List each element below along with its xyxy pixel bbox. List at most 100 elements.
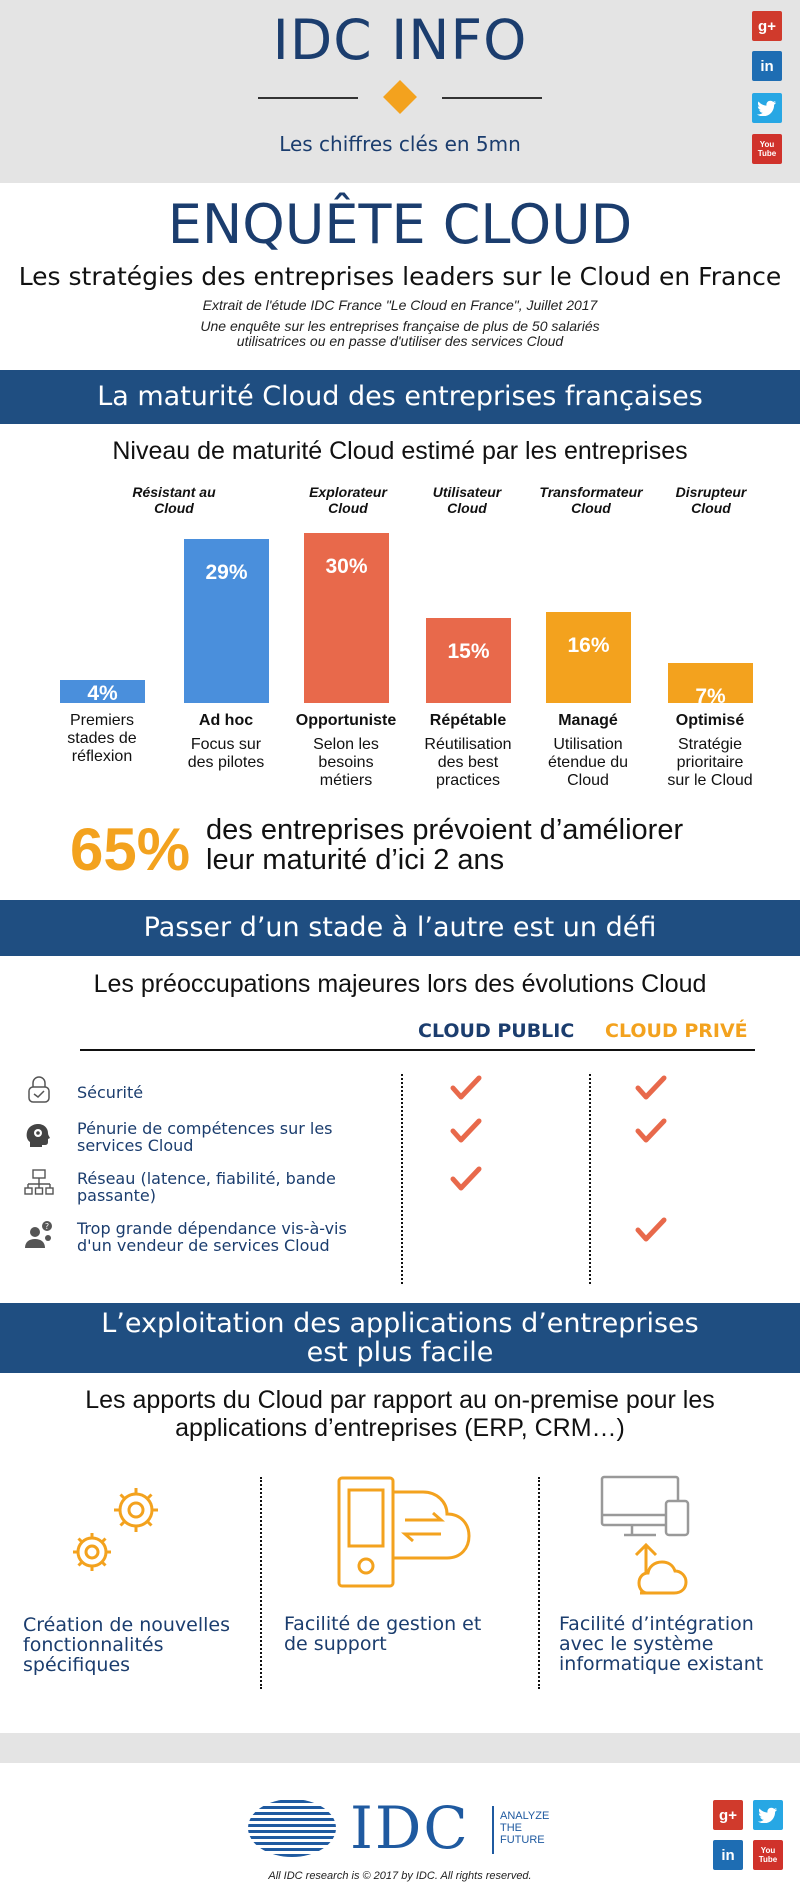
bar-value-label: 4% [87,682,118,705]
page-subtitle: Les stratégies des entreprises leaders s… [18,262,782,291]
desc-line-2: utilisatrices ou en passe d'utiliser des… [236,333,564,349]
bar-stage-desc-line: practices [435,772,501,789]
highlight-pct: 65% [70,816,191,883]
network-icon [24,1169,54,1195]
bar-value-label: 30% [325,555,368,578]
bar-stage-desc-line: Utilisation [553,736,623,753]
bar-stage-desc-line: sur le Cloud [667,772,753,789]
desc-line-1: Une enquête sur les entreprises français… [200,318,600,334]
col-header-prive: CLOUD PRIVÉ [605,1020,748,1042]
maturity-group-label-line1: Disrupteur [675,484,747,500]
bar-stage-desc-line: des pilotes [187,754,265,771]
head-gear-icon [26,1124,50,1147]
bar-stage-desc: Focus sur des pilotes [166,736,286,772]
bar-stage-desc-line: Stratégie [677,736,743,753]
maturity-group-label: Transformateur Cloud [536,484,646,516]
highlight-line-1: des entreprises prévoient d’améliorer [206,814,684,846]
bar-stage-desc: Premiers stades de réflexion [42,712,162,766]
maturity-group-label: Utilisateur Cloud [412,484,522,516]
bar-stage-name: Opportuniste [295,712,397,729]
divider-left [258,97,358,99]
bar-stage-name: Optimisé [675,712,745,729]
footer-twitter-icon[interactable] [753,1800,783,1830]
bar-1: 29% [184,539,269,703]
diamond-icon [383,80,417,114]
bar-stage-desc-line: Cloud [567,772,609,789]
benefit-2-line1: Facilité de gestion et [284,1613,482,1635]
bar-stage-name: Ad hoc [198,712,254,729]
source-line: Extrait de l'étude IDC France "Le Cloud … [202,297,598,313]
bar-stage-desc-line: stades de [67,730,137,747]
bar-value-label: 15% [447,640,490,663]
bar-value-label: 29% [205,561,248,584]
bar-5: 7% [668,663,753,708]
concerns-heading: Les préoccupations majeures lors des évo… [93,970,707,998]
maturity-group-label-line2: Cloud [328,500,368,516]
googleplus-icon[interactable]: g+ [752,11,782,41]
benefit-2-line2: de support [284,1633,387,1655]
concern-label-3-line1: Réseau (latence, fiabilité, bande [77,1169,336,1188]
benefit-text-2: Facilité de gestion et de support [284,1614,481,1654]
idc-logo: IDC [350,1794,470,1862]
highlight-text: des entreprises prévoient d’améliorer le… [206,815,786,875]
idc-tagline: ANALYZE THE FUTURE [500,1810,549,1846]
check-icon [450,1118,482,1143]
bar-stage-desc-line: Focus sur [190,736,262,753]
twitter-icon[interactable] [752,93,782,123]
benefit-text-1: Création de nouvelles fonctionnalités sp… [23,1615,230,1675]
maturity-group-label: Explorateur Cloud [293,484,403,516]
bar-stage-desc: Selon les besoins métiers [286,736,406,790]
benefit-1-line1: Création de nouvelles [23,1614,231,1636]
concern-label-2: Pénurie de compétences sur les services … [77,1120,377,1154]
idc-logo-divider [492,1806,494,1854]
youtube-icon[interactable]: You Tube [752,134,782,164]
concern-label-4-line1: Trop grande dépendance vis-à-vis [77,1219,347,1238]
bar-value-label: 16% [567,634,610,657]
concern-label-4: Trop grande dépendance vis-à-vis d'un ve… [77,1220,377,1254]
bar-stage-name: Répétable [429,712,507,729]
section-band-challenge: Passer d’un stade à l’autre est un défi [0,900,800,956]
benefit-3-line3: informatique existant [559,1653,764,1675]
benefits-heading: Les apports du Cloud par rapport au on-p… [0,1386,800,1442]
lock-icon [28,1076,50,1103]
svg-text:?: ? [45,1222,49,1231]
band-apps-line2: est plus facile [306,1337,494,1368]
user-question-icon: ? [25,1221,52,1248]
benefit-divider-2 [538,1477,540,1689]
bar-stage-desc: Stratégie prioritaire sur le Cloud [650,736,770,790]
devices-upload-icon [600,1475,690,1595]
bar-stage-desc-line: prioritaire [676,754,744,771]
bar-3: 15% [426,618,511,703]
footer-googleplus-icon[interactable]: g+ [713,1800,743,1830]
check-icon [450,1166,482,1191]
maturity-group-label-line1: Utilisateur [432,484,502,500]
header: IDC INFO Les chiffres clés en 5mn [0,0,800,183]
maturity-group-label-line1: Transformateur [539,484,643,500]
header-tagline: Les chiffres clés en 5mn [279,132,521,156]
benefit-3-line1: Facilité d’intégration [559,1613,754,1635]
benefit-divider-1 [260,1477,262,1689]
col-divider-2 [589,1074,591,1284]
bar-stage-desc-line: Premiers [69,712,134,729]
copyright: All IDC research is © 2017 by IDC. All r… [268,1870,532,1882]
idc-globe-icon [248,1800,336,1857]
bar-stage-desc: Utilisation étendue du Cloud [528,736,648,790]
device-cloud-icon [337,1476,471,1588]
bar-stage-desc-line: Selon les [313,736,379,753]
maturity-group-label: Résistant au Cloud [119,484,229,516]
concern-label-3: Réseau (latence, fiabilité, bande passan… [77,1170,377,1204]
idc-info-logo: IDC INFO [272,8,528,72]
idc-tag-2: THE [500,1822,522,1834]
bar-stage-desc-line: métiers [319,772,373,789]
bar-stage-name: Managé [558,712,618,729]
linkedin-icon[interactable]: in [752,51,782,81]
bar-stage-desc-line: besoins [318,754,374,771]
page-title: ENQUÊTE CLOUD [167,193,633,256]
footer-linkedin-icon[interactable]: in [713,1840,743,1870]
maturity-group-label: Disrupteur Cloud [656,484,766,516]
footer-separator [0,1733,800,1763]
concern-label-1-line1: Sécurité [77,1083,144,1102]
check-icon [450,1075,482,1100]
bar-4: 16% [546,612,631,703]
footer-youtube-icon[interactable]: You Tube [753,1840,783,1870]
